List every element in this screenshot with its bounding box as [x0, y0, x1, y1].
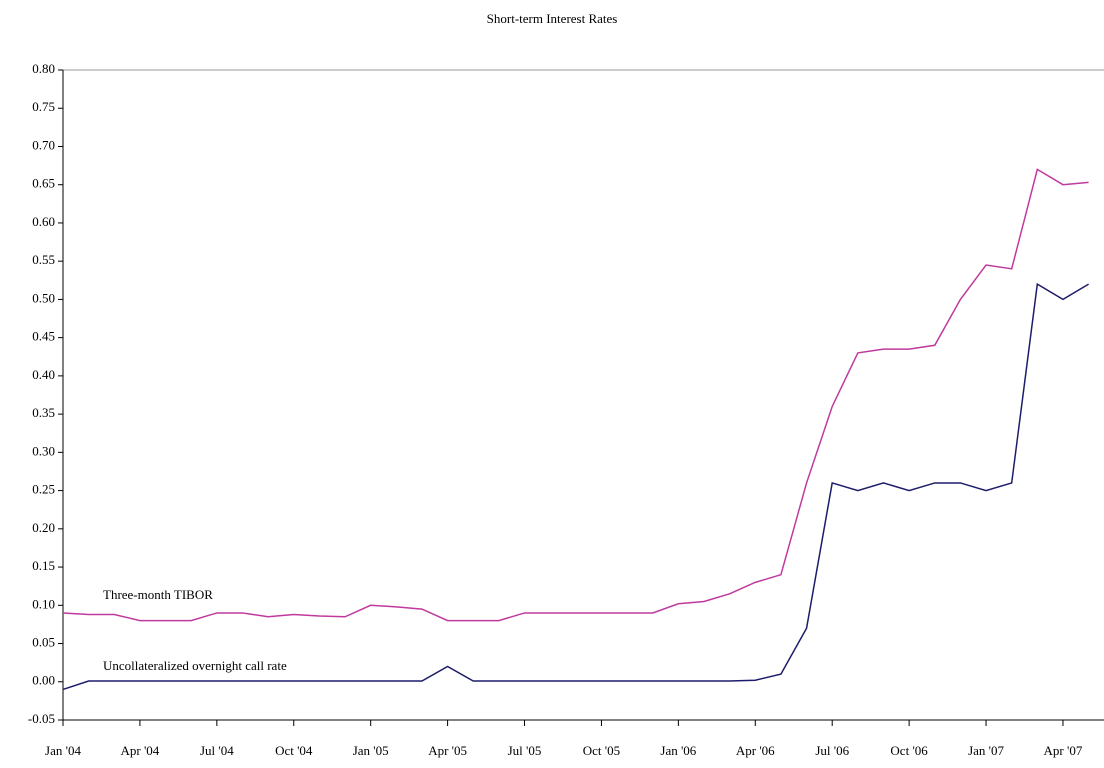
x-tick-label: Apr '07	[1044, 743, 1083, 758]
y-tick-label: 0.50	[32, 290, 55, 305]
series-label: Three-month TIBOR	[103, 587, 213, 602]
x-tick-label: Oct '04	[275, 743, 313, 758]
x-tick-label: Apr '05	[428, 743, 467, 758]
y-tick-label: 0.35	[32, 405, 55, 420]
y-tick-label: -0.05	[28, 711, 55, 726]
y-tick-label: 0.65	[32, 176, 55, 191]
y-tick-label: 0.40	[32, 367, 55, 382]
x-tick-label: Jan '07	[968, 743, 1004, 758]
x-tick-label: Jan '05	[353, 743, 389, 758]
y-tick-label: 0.05	[32, 635, 55, 650]
x-tick-label: Jan '04	[45, 743, 81, 758]
series-line	[62, 282, 1089, 691]
y-tick-label: 0.60	[32, 214, 55, 229]
y-tick-label: 0.20	[32, 520, 55, 535]
series-line	[62, 168, 1089, 622]
y-tick-label: 0.10	[32, 596, 55, 611]
y-tick-label: 0.55	[32, 252, 55, 267]
chart-title: Short-term Interest Rates	[487, 11, 618, 26]
y-tick-label: 0.80	[32, 61, 55, 76]
y-tick-label: 0.45	[32, 329, 55, 344]
y-tick-label: 0.15	[32, 558, 55, 573]
x-tick-label: Jul '06	[815, 743, 849, 758]
y-tick-label: 0.75	[32, 99, 55, 114]
x-tick-label: Apr '06	[736, 743, 775, 758]
x-tick-label: Oct '05	[583, 743, 620, 758]
y-tick-label: 0.70	[32, 137, 55, 152]
x-tick-label: Jul '04	[200, 743, 234, 758]
y-tick-label: 0.30	[32, 443, 55, 458]
x-tick-label: Jan '06	[660, 743, 696, 758]
y-tick-label: 0.25	[32, 482, 55, 497]
x-tick-label: Jul '05	[508, 743, 542, 758]
series-label: Uncollateralized overnight call rate	[103, 658, 287, 673]
x-tick-label: Apr '04	[121, 743, 160, 758]
y-tick-label: 0.00	[32, 673, 55, 688]
x-tick-label: Oct '06	[890, 743, 928, 758]
